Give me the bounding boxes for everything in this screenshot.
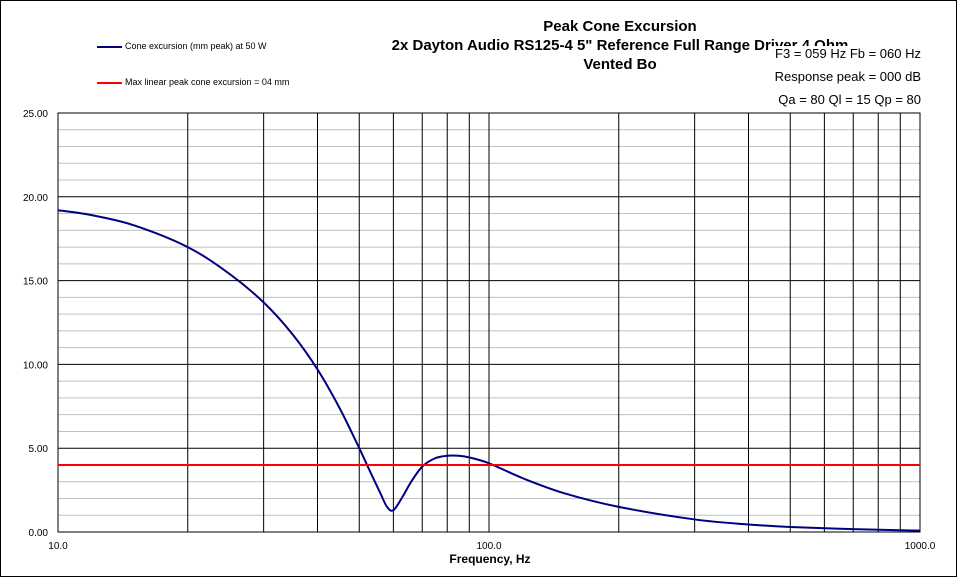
legend-swatch-cone-excursion [97, 45, 122, 48]
legend-item-max-linear: Max linear peak cone excursion = 04 mm [97, 77, 289, 87]
legend-item-cone-excursion: Cone excursion (mm peak) at 50 W [97, 41, 267, 51]
series-line-cone-excursion [57, 209, 921, 532]
stat-q-values: Qa = 80 Ql = 15 Qp = 80 [774, 92, 921, 107]
x-axis-label: Frequency, Hz [449, 552, 531, 566]
stat-f3-fb: F3 = 059 Hz Fb = 060 Hz [771, 46, 921, 61]
legend-swatch-max-linear [97, 81, 122, 84]
legend-label-cone-excursion: Cone excursion (mm peak) at 50 W [125, 41, 267, 51]
y-tick-label: 5.00 [29, 444, 49, 455]
y-tick-label: 25.00 [23, 109, 48, 120]
y-tick-label: 0.00 [29, 528, 49, 539]
y-tick-label: 20.00 [23, 193, 48, 204]
chart-title-line-2: 2x Dayton Audio RS125-4 5" Reference Ful… [391, 37, 849, 54]
x-tick-label: 10.0 [48, 541, 68, 552]
legend-label-max-linear: Max linear peak cone excursion = 04 mm [125, 77, 290, 87]
x-tick-label: 100.0 [476, 541, 501, 552]
y-tick-label: 15.00 [23, 277, 48, 288]
chart-title-line-3: Vented Bo [583, 56, 657, 73]
y-tick-label: 10.00 [23, 360, 48, 371]
chart-title-line-1: Peak Cone Excursion [543, 18, 697, 35]
plot-border [57, 112, 921, 533]
stat-response-peak: Response peak = 000 dB [770, 69, 921, 84]
x-tick-label: 1000.0 [905, 541, 936, 552]
